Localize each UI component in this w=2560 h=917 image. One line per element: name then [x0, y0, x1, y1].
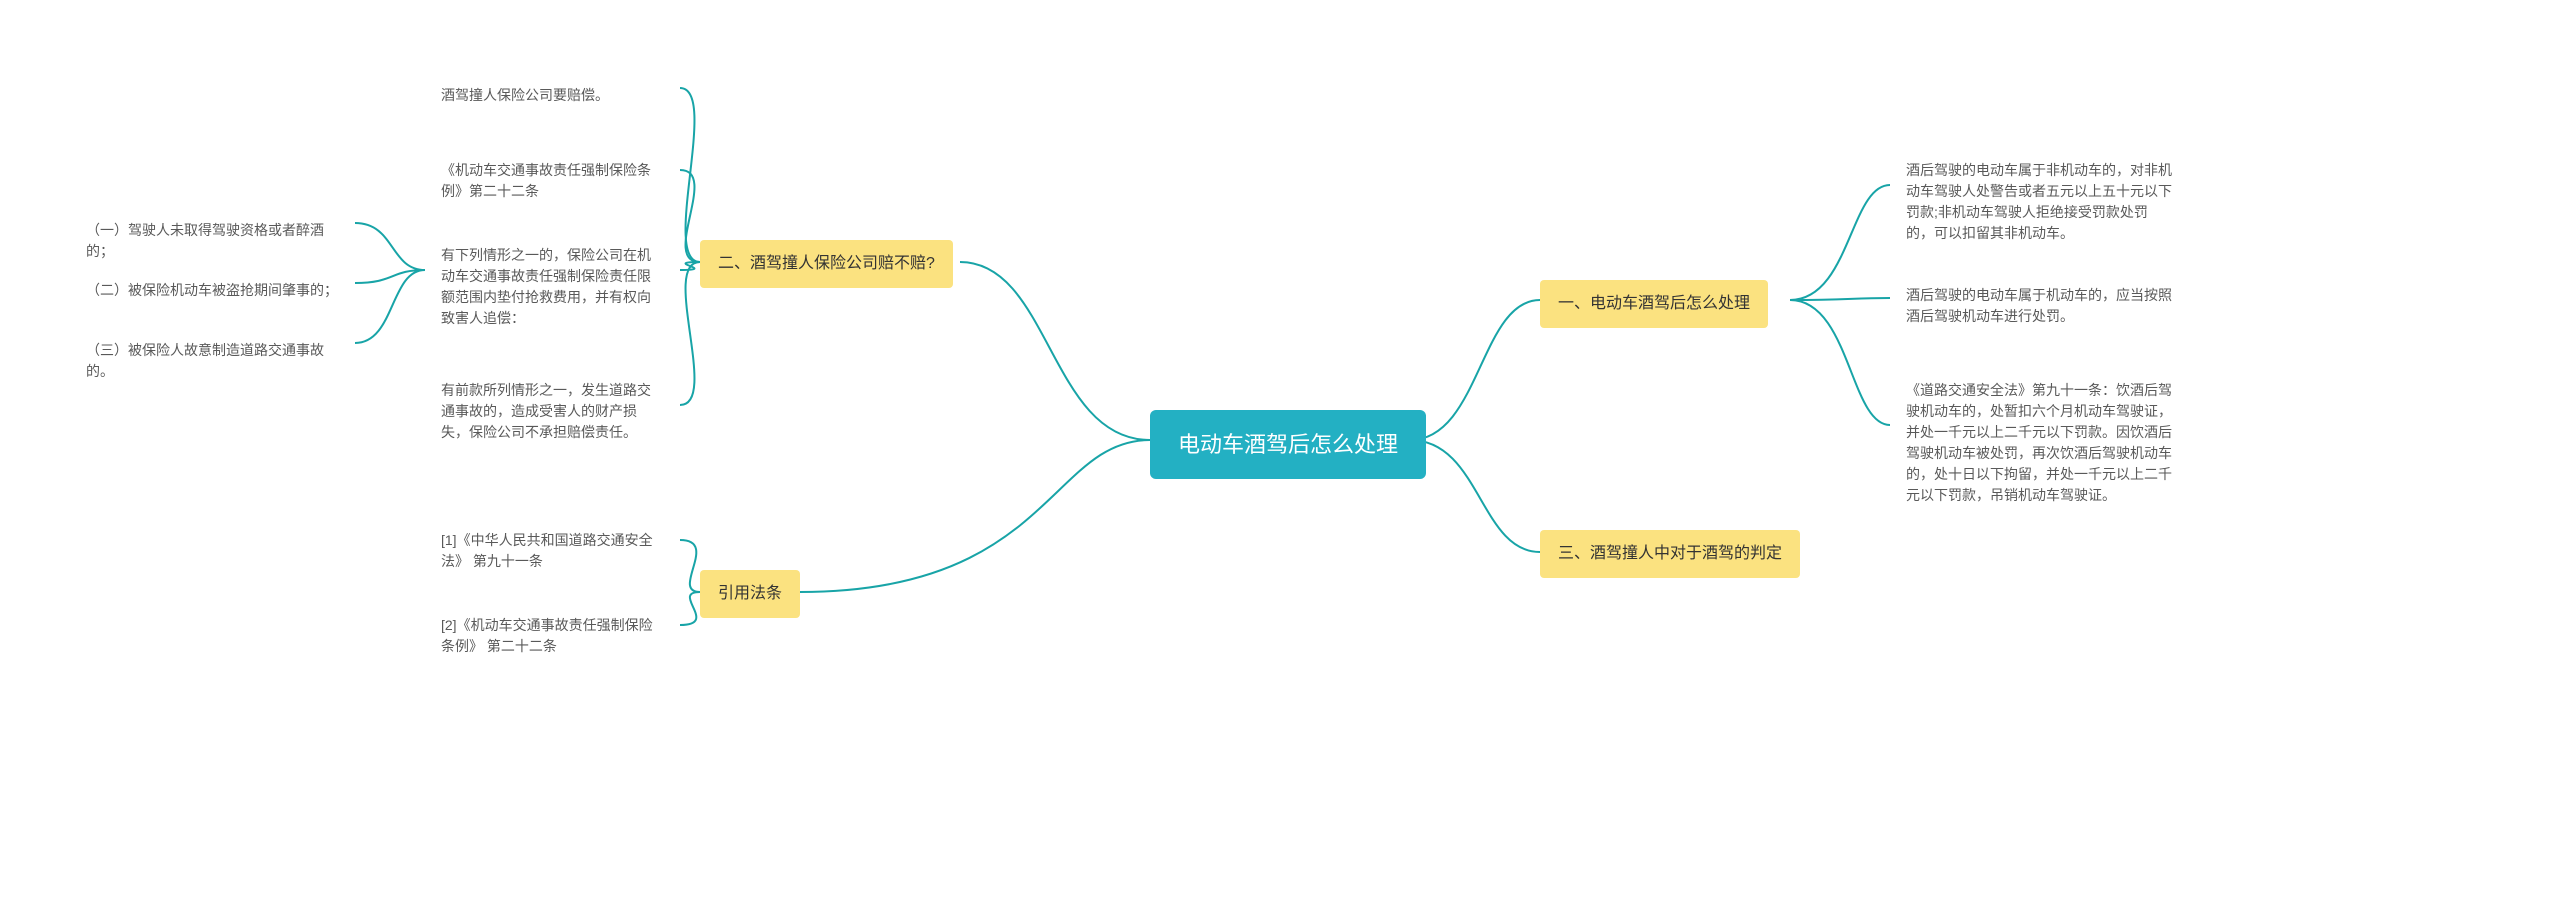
- leaf-l2a: [1]《中华人民共和国道路交通安全法》 第九十一条: [425, 520, 680, 582]
- leaf-l1c2: （二）被保险机动车被盗抢期间肇事的；: [70, 270, 360, 311]
- leaf-l2b: [2]《机动车交通事故责任强制保险条例》 第二十二条: [425, 605, 680, 667]
- leaf-l1c1: （一）驾驶人未取得驾驶资格或者醉酒的；: [70, 210, 360, 272]
- branch-r1[interactable]: 一、电动车酒驾后怎么处理: [1540, 280, 1768, 328]
- leaf-l1a: 酒驾撞人保险公司要赔偿。: [425, 75, 680, 116]
- branch-l1[interactable]: 二、酒驾撞人保险公司赔不赔?: [700, 240, 953, 288]
- leaf-l1c3: （三）被保险人故意制造道路交通事故的。: [70, 330, 360, 392]
- root-node[interactable]: 电动车酒驾后怎么处理: [1150, 410, 1426, 479]
- leaf-r1b: 酒后驾驶的电动车属于机动车的，应当按照酒后驾驶机动车进行处罚。: [1890, 275, 2190, 337]
- branch-l2[interactable]: 引用法条: [700, 570, 800, 618]
- branch-r2[interactable]: 三、酒驾撞人中对于酒驾的判定: [1540, 530, 1800, 578]
- leaf-l1d: 有前款所列情形之一，发生道路交通事故的，造成受害人的财产损失，保险公司不承担赔偿…: [425, 370, 680, 453]
- leaf-r1c: 《道路交通安全法》第九十一条：饮酒后驾驶机动车的，处暂扣六个月机动车驾驶证，并处…: [1890, 370, 2190, 516]
- leaf-r1a: 酒后驾驶的电动车属于非机动车的，对非机动车驾驶人处警告或者五元以上五十元以下罚款…: [1890, 150, 2190, 254]
- leaf-l1c: 有下列情形之一的，保险公司在机动车交通事故责任强制保险责任限额范围内垫付抢救费用…: [425, 235, 680, 339]
- leaf-l1b: 《机动车交通事故责任强制保险条例》第二十二条: [425, 150, 680, 212]
